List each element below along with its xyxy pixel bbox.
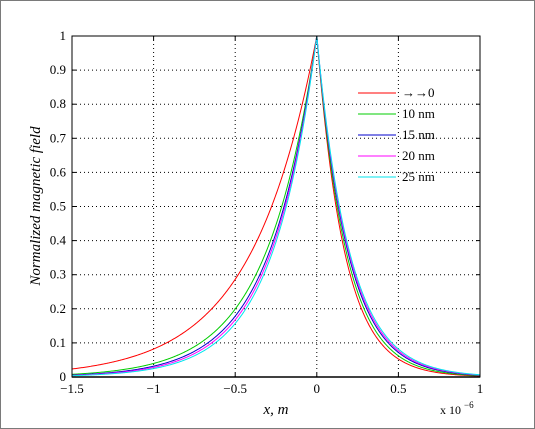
x-multiplier-exponent: −6 [464, 400, 474, 410]
y-tick-label: 0.4 [50, 233, 67, 248]
legend-label-1: 10 nm [402, 106, 435, 121]
x-tick-label: −1 [147, 381, 161, 396]
y-tick-label: 0.2 [50, 301, 66, 316]
x-tick-label: 0 [314, 381, 321, 396]
y-tick-label: 0.8 [50, 96, 66, 111]
axis-ticks: −1.5 −1 −0.5 0 0.5 1 0 0.1 0.2 0.3 0.4 0.5 0.6 0.7 0.8… [50, 28, 484, 396]
x-axis-label: x, m [263, 402, 289, 418]
y-tick-label: 0.9 [50, 62, 66, 77]
y-tick-label: 0.3 [50, 267, 66, 282]
x-tick-label: −0.5 [223, 381, 247, 396]
series-line-3 [71, 35, 481, 376]
x-tick-label: 1 [477, 381, 484, 396]
y-tick-label: 1 [60, 28, 67, 43]
legend-label-3: 20 nm [402, 148, 435, 163]
series-line-0 [71, 35, 481, 377]
x-multiplier-label: x 10 −6 [440, 400, 474, 417]
series-line-2 [71, 35, 481, 376]
y-tick-label: 0.1 [50, 335, 66, 350]
x-multiplier-base: x 10 [440, 403, 461, 417]
y-tick-label: 0 [60, 369, 67, 384]
legend-label-0: →→0 [402, 85, 435, 100]
y-axis-label: Normalized magnetic field [28, 126, 44, 287]
y-tick-label: 0.7 [50, 130, 67, 145]
y-tick-label: 0.6 [50, 164, 67, 179]
y-tick-label: 0.5 [50, 199, 66, 214]
series-line-1 [71, 35, 481, 377]
x-tick-label: −1.5 [60, 381, 84, 396]
legend-label-4: 25 nm [402, 169, 435, 184]
series-line-4 [71, 35, 481, 377]
x-tick-label: 0.5 [390, 381, 406, 396]
legend-label-2: 15 nm [402, 127, 435, 142]
legend: →→0 10 nm 15 nm 20 nm 25 nm [358, 85, 435, 184]
